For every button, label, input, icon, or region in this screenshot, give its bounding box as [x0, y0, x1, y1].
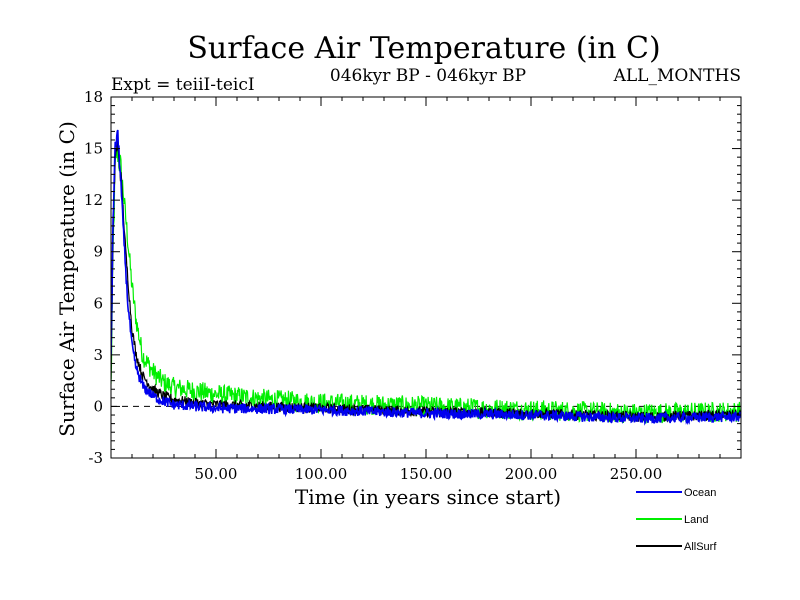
y-tick-label: -3: [88, 449, 103, 467]
chart-subtitle-center: 046kyr BP - 046kyr BP: [330, 66, 526, 86]
series-line-land: [111, 138, 741, 424]
y-tick-label: 6: [93, 294, 103, 312]
legend-label-ocean: Ocean: [684, 487, 716, 499]
plot-layer: -3 0 3 6 9 12 15 18 50.00 100.00 150.00 200.00 250.0…: [84, 88, 742, 483]
legend-label-allsurf: AllSurf: [684, 541, 717, 553]
series-line-ocean: [111, 129, 741, 426]
chart-subtitle-right: ALL_MONTHS: [613, 66, 741, 86]
x-axis-label: Time (in years since start): [295, 485, 561, 509]
y-tick-label: 15: [84, 140, 103, 158]
y-tick-label: 12: [84, 191, 103, 209]
y-tick-label: 0: [93, 397, 103, 415]
y-tick-label: 9: [93, 243, 103, 261]
legend-label-land: Land: [684, 514, 708, 526]
chart-subtitle-left: Expt = teiiI-teicI: [111, 75, 255, 95]
legend: Ocean Land AllSurf: [636, 487, 717, 553]
x-tick-label: 200.00: [505, 465, 558, 483]
x-tick-label: 50.00: [195, 465, 238, 483]
series-line-allsurf: [111, 140, 741, 423]
x-tick-label: 250.00: [610, 465, 663, 483]
x-tick-label: 150.00: [400, 465, 453, 483]
chart-title: Surface Air Temperature (in C): [187, 31, 660, 66]
y-tick-label: 3: [93, 346, 103, 364]
y-axis-label: Surface Air Temperature (in C): [55, 121, 79, 437]
x-tick-label: 100.00: [295, 465, 348, 483]
y-tick-label: 18: [84, 88, 103, 106]
